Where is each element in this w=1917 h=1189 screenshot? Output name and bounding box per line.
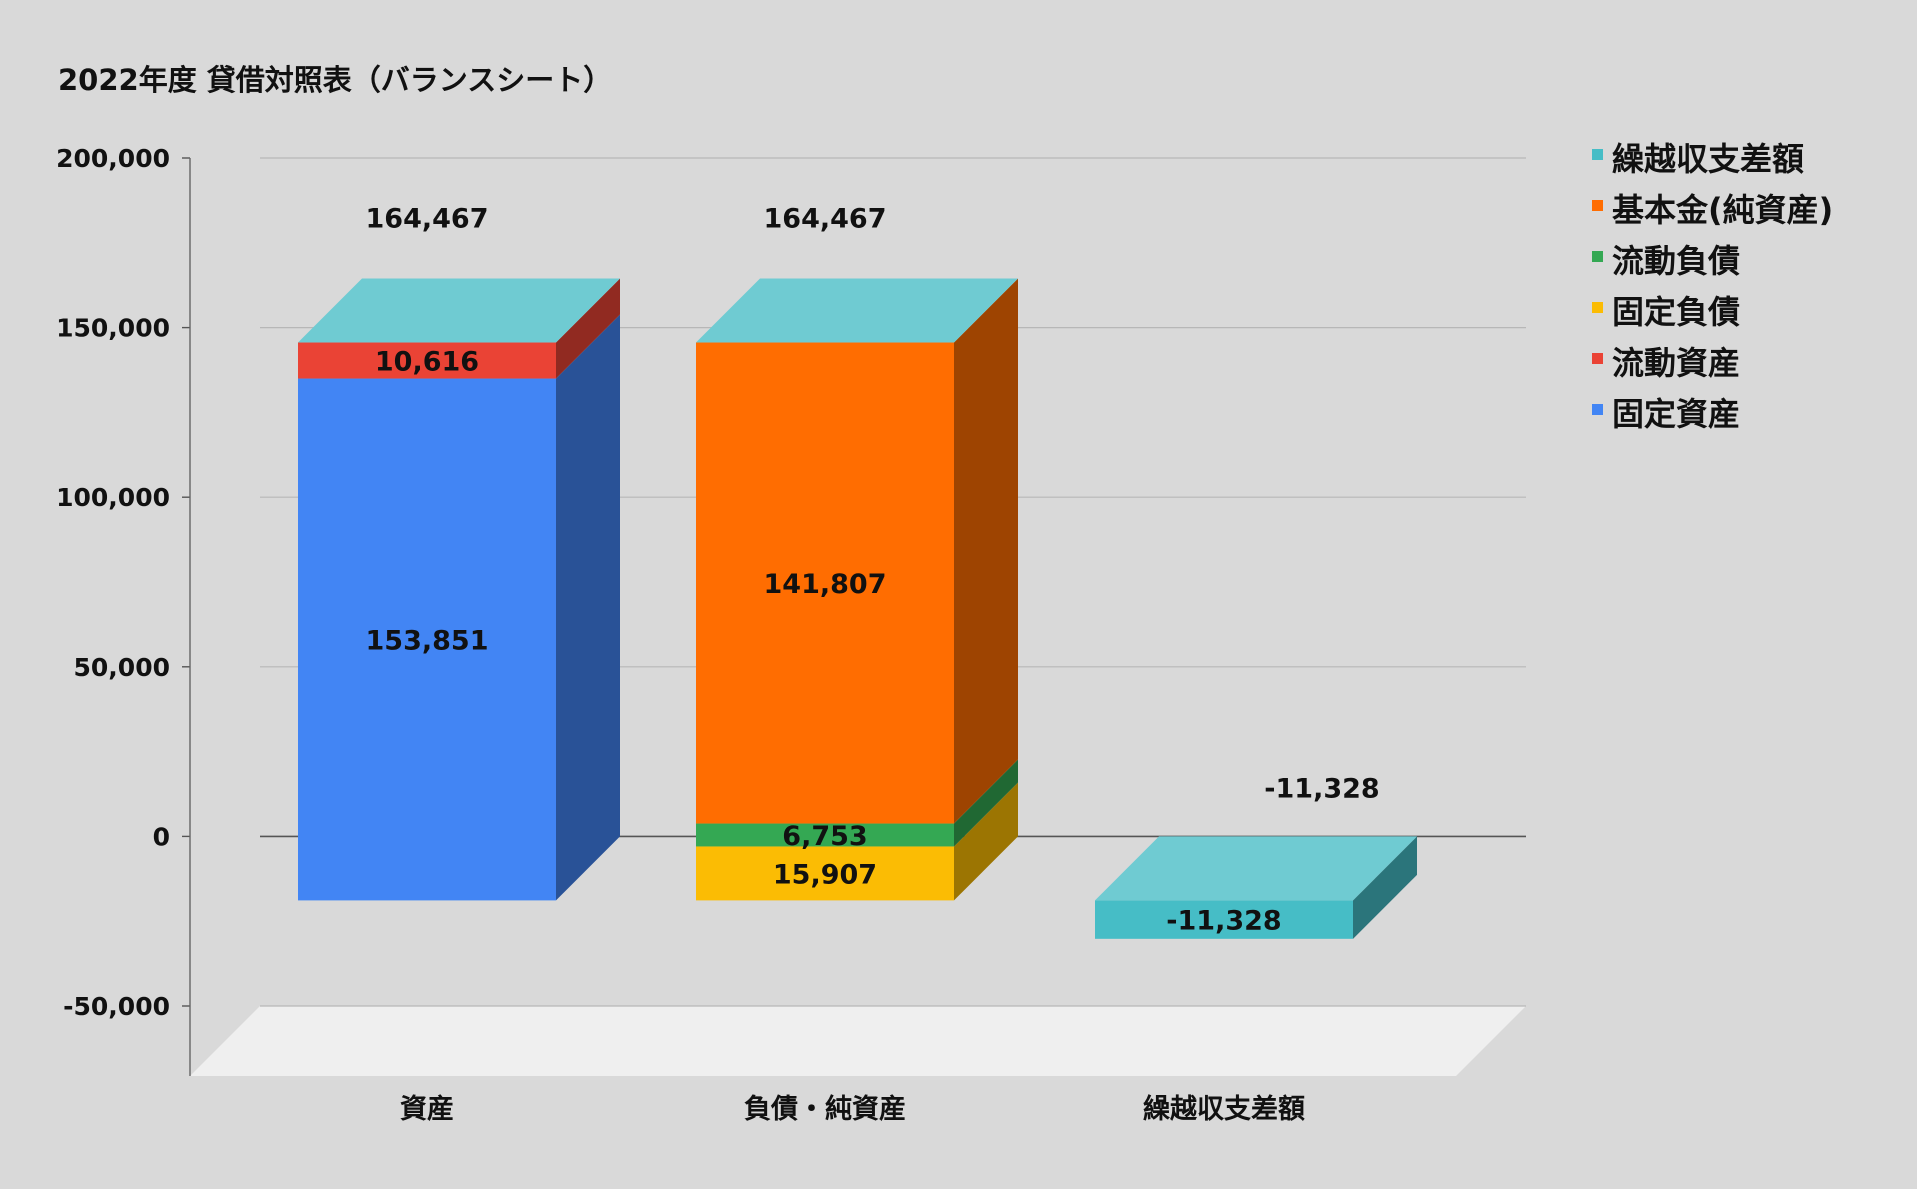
bar-top-0 <box>298 278 620 343</box>
legend-item-2: 流動負債 <box>1592 242 1740 280</box>
legend-swatch-4 <box>1592 353 1603 364</box>
legend-label-2: 流動負債 <box>1612 242 1740 280</box>
bar-side-1-1 <box>954 759 1018 847</box>
chart-floor <box>190 1006 1526 1076</box>
y-tick-label-2: 100,000 <box>56 483 170 512</box>
y-tick-label-5: -50,000 <box>63 992 170 1021</box>
data-label-0-0: 153,851 <box>366 625 489 656</box>
bar-side-1-0 <box>954 782 1018 901</box>
bar-stack-0 <box>298 278 620 901</box>
legend-label-4: 流動資産 <box>1612 344 1740 382</box>
data-label-2-0: -11,328 <box>1166 906 1281 937</box>
bar-top-1 <box>696 278 1018 343</box>
legend-swatch-3 <box>1592 302 1603 313</box>
bar-stack-1 <box>696 278 1018 901</box>
bar-segment-1-0 <box>696 846 954 901</box>
legend-swatch-2 <box>1592 251 1603 262</box>
bar-segment-0-1 <box>298 342 556 379</box>
bar-side-0-0 <box>556 314 620 901</box>
total-label-1: 164,467 <box>764 204 887 235</box>
bars-layer <box>298 278 1417 939</box>
bar-side-2-0 <box>1353 836 1417 939</box>
legend-swatch-0 <box>1592 149 1603 160</box>
legend-swatch-5 <box>1592 404 1603 415</box>
y-tick-label-3: 50,000 <box>74 653 170 682</box>
bar-stack-2 <box>1095 836 1417 939</box>
floor-layer <box>190 1006 1526 1076</box>
bar-segment-1-1 <box>696 823 954 847</box>
x-category-label-2: 繰越収支差額 <box>1143 1093 1305 1125</box>
axis-layer: 200,000 150,000 100,000 50,000 0 -50,000 資産 負債・… <box>56 144 1305 1125</box>
x-category-label-1: 負債・純資産 <box>744 1093 906 1125</box>
data-label-0-1: 10,616 <box>375 347 479 378</box>
labels-layer: 153,851 10,616 164,467 15,907 6,753 141,807 16… <box>366 204 1380 937</box>
y-tick-label-4: 0 <box>153 822 170 851</box>
bar-segment-0-0 <box>298 378 556 901</box>
x-category-label-0: 資産 <box>400 1093 454 1125</box>
legend-item-1: 基本金(純資産) <box>1592 191 1833 229</box>
legend-item-0: 繰越収支差額 <box>1592 140 1804 178</box>
legend-label-5: 固定資産 <box>1612 395 1740 433</box>
data-label-1-0: 15,907 <box>773 859 877 890</box>
legend-item-3: 固定負債 <box>1592 293 1740 331</box>
chart-title: 2022年度 貸借対照表（バランスシート） <box>58 63 612 97</box>
legend-label-3: 固定負債 <box>1612 293 1740 331</box>
y-tick-label-0: 200,000 <box>56 144 170 173</box>
bar-top-2 <box>1095 836 1417 901</box>
legend-label-0: 繰越収支差額 <box>1612 140 1804 178</box>
bar-side-1-2 <box>954 278 1018 824</box>
legend-swatch-1 <box>1592 200 1603 211</box>
legend-item-4: 流動資産 <box>1592 344 1740 382</box>
bar-side-0-1 <box>556 278 620 379</box>
legend-label-1: 基本金(純資産) <box>1612 191 1833 229</box>
data-label-1-2: 141,807 <box>764 569 887 600</box>
legend-item-5: 固定資産 <box>1592 395 1740 433</box>
bar-segment-2-0 <box>1095 900 1353 939</box>
total-label-2: -11,328 <box>1264 773 1379 804</box>
data-label-1-1: 6,753 <box>782 821 867 852</box>
total-label-0: 164,467 <box>366 204 489 235</box>
y-tick-label-1: 150,000 <box>56 314 170 343</box>
bar-segment-1-2 <box>696 342 954 824</box>
